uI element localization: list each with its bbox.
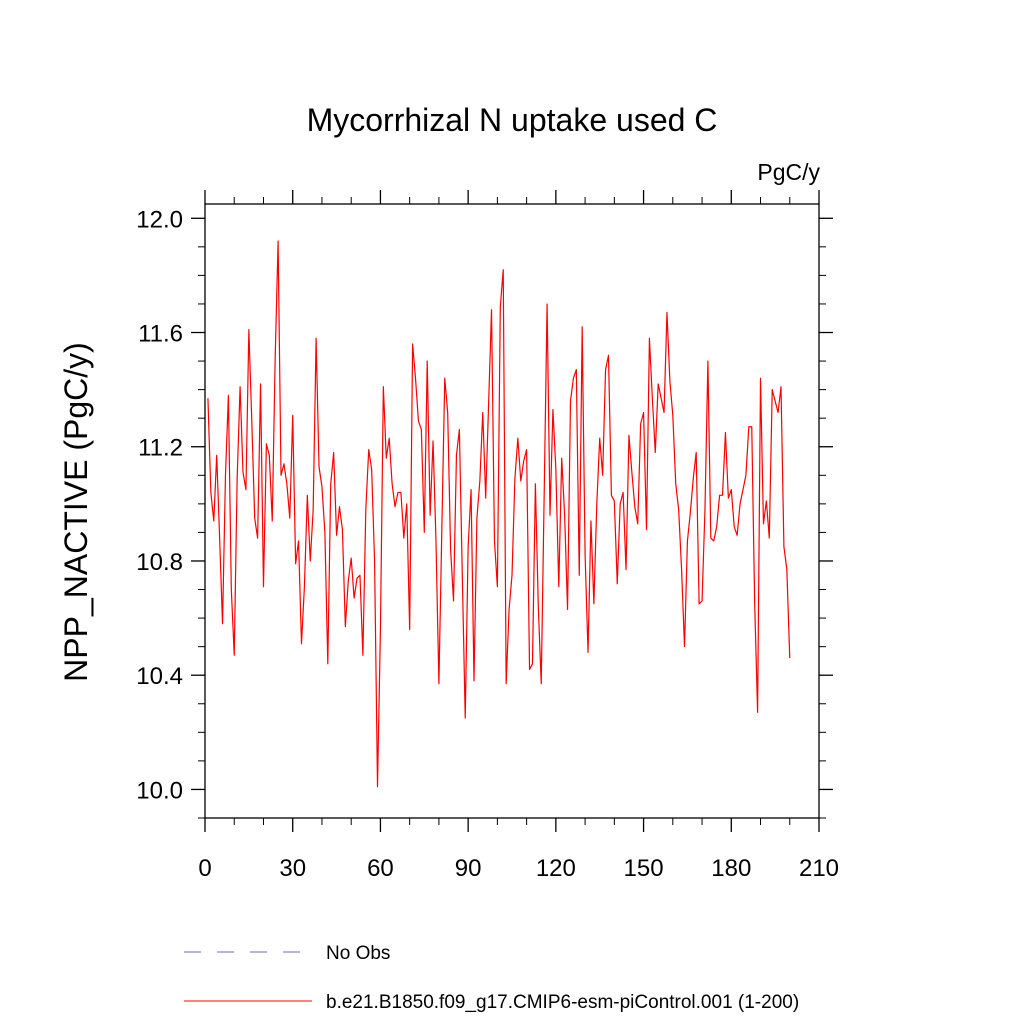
y-tick-label: 11.6 bbox=[138, 321, 183, 348]
x-tick-label: 30 bbox=[279, 855, 306, 882]
chart-title: Mycorrhizal N uptake used C bbox=[307, 102, 718, 138]
x-tick-label: 60 bbox=[367, 855, 394, 882]
series-line-0 bbox=[207, 240, 791, 788]
units-label: PgC/y bbox=[757, 159, 820, 185]
plot-frame bbox=[204, 203, 820, 819]
legend: No Obs b.e21.B1850.f09_g17.CMIP6-esm-piCo… bbox=[184, 943, 799, 1013]
y-tick-labels: 10.0 10.4 10.8 11.2 11.6 12.0 bbox=[136, 206, 183, 804]
x-tick-label: 180 bbox=[711, 855, 751, 882]
y-tick-label: 10.8 bbox=[136, 549, 183, 576]
y-tick-label: 11.2 bbox=[138, 435, 183, 462]
legend-label-1: No Obs bbox=[326, 943, 390, 964]
x-tick-label: 90 bbox=[455, 855, 482, 882]
x-tick-label: 210 bbox=[799, 855, 839, 882]
series-lines bbox=[207, 240, 791, 788]
axis-ticks bbox=[191, 190, 833, 832]
x-tick-label: 150 bbox=[624, 855, 664, 882]
y-axis-label: NPP_NACTIVE (PgC/y) bbox=[58, 342, 94, 682]
y-tick-label: 12.0 bbox=[136, 206, 183, 233]
legend-label-0: b.e21.B1850.f09_g17.CMIP6-esm-piControl.… bbox=[326, 992, 799, 1013]
y-tick-label: 10.4 bbox=[136, 663, 183, 690]
x-tick-labels: 0 30 60 90 120 150 180 210 bbox=[198, 855, 839, 882]
y-tick-label: 10.0 bbox=[136, 777, 183, 804]
x-tick-label: 120 bbox=[536, 855, 576, 882]
x-tick-label: 0 bbox=[198, 855, 211, 882]
